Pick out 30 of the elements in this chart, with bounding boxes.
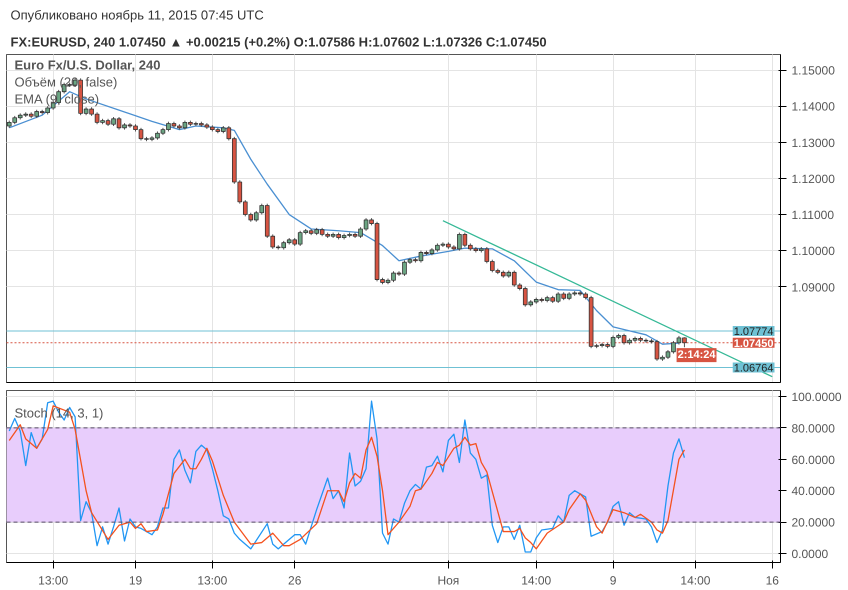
y-tick-label: 40.0000 [792,484,836,498]
x-tick-label: 19 [128,574,142,588]
chart-title: FX:EURUSD, 240 1.07450 ▲ +0.00215 (+0.2%) O:1.07586 H:1.07602 L:1.07326 C:1.07450 [10,34,547,50]
text: Опубликовано ноябрь 11, 2015 07:45 UTC [10,8,264,22]
annotation: 2:14:24 [678,349,716,362]
x-tick-label: Ноя [437,574,460,588]
line-series [8,91,680,345]
y-tick-label: 1.12000 [792,172,836,186]
y-tick-label: 1.13000 [792,136,836,150]
x-tick-label: 26 [288,574,302,588]
x-tick-label: 13:00 [38,574,68,588]
y-tick-label: 0.0000 [792,547,829,562]
x-tick-label: 16 [766,574,780,588]
x-tick-label: 14:00 [521,574,552,588]
ref-line-label: 1.06764 [734,362,774,375]
y-tick-label: 1.09000 [792,280,836,294]
y-tick-label: 100.0000 [792,390,842,404]
x-tick-label: 14:00 [680,574,711,588]
y-tick-label: 60.0000 [792,452,836,467]
y-tick-label: 1.14000 [792,100,836,114]
y-tick-label: 80.0000 [792,421,836,436]
y-tick-label: 1.15000 [792,64,836,78]
y-tick-label: 1.10000 [792,244,836,258]
x-tick-label: 13:00 [197,574,228,588]
y-tick-label: 20.0000 [792,516,836,530]
annotation: Euro Fx/U.S. Dollar, 240 [14,58,160,72]
ref-line-label: 1.07450 [734,338,774,350]
ref-line-label: 1.07774 [734,326,774,338]
y-tick-label: 1.11000 [792,208,834,222]
x-tick-label: 9 [610,574,617,588]
